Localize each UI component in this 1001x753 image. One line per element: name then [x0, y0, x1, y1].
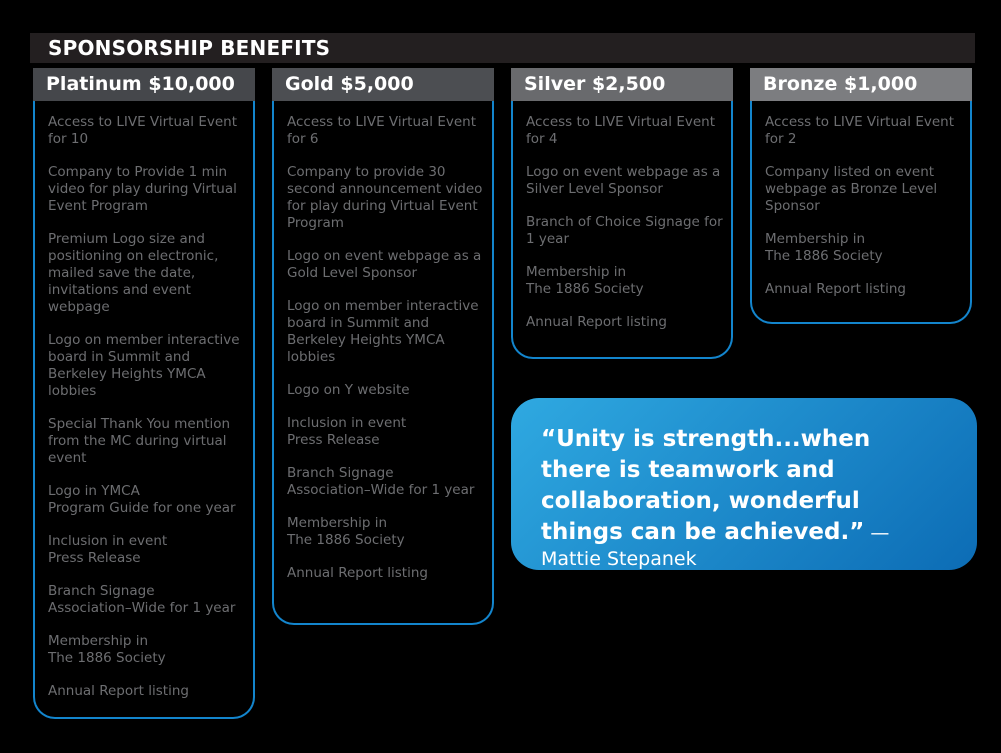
benefit-item: Annual Report listing [765, 281, 906, 297]
benefit-item: Logo on event webpage as a Silver Level … [526, 164, 721, 197]
benefit-item: Company to Provide 1 min video for play … [48, 164, 237, 214]
tier-benefits-list: Access to LIVE Virtual Event for 6 Compan… [272, 101, 494, 625]
quote-attribution: —Mattie Stepanek [541, 522, 890, 570]
benefit-item: Logo on event webpage as a Gold Level Sp… [287, 248, 482, 281]
benefit-item: Logo in YMCA Program Guide for one year [48, 483, 236, 516]
benefit-item: Company listed on event webpage as Bronz… [765, 164, 938, 214]
benefit-item: Access to LIVE Virtual Event for 10 [48, 114, 237, 147]
tier-column: Platinum $10,000 Access to LIVE Virtual … [33, 68, 255, 719]
tier-column: Gold $5,000 Access to LIVE Virtual Event… [272, 68, 494, 625]
benefit-item: Access to LIVE Virtual Event for 4 [526, 114, 715, 147]
benefit-item: Membership in The 1886 Society [287, 515, 405, 548]
quote-text: “Unity is strength...when there is teamw… [541, 426, 871, 545]
benefit-item: Membership in The 1886 Society [765, 231, 883, 264]
benefit-item: Logo on Y website [287, 382, 410, 398]
tier-benefits-list: Access to LIVE Virtual Event for 4 Logo o… [511, 101, 733, 359]
benefit-item: Branch of Choice Signage for 1 year [526, 214, 723, 247]
benefit-item: Inclusion in event Press Release [48, 533, 168, 566]
benefit-item: Special Thank You mention from the MC du… [48, 416, 231, 466]
benefit-item: Premium Logo size and positioning on ele… [48, 231, 219, 315]
benefit-item: Access to LIVE Virtual Event for 2 [765, 114, 954, 147]
benefit-item: Annual Report listing [287, 565, 428, 581]
tier-column: Bronze $1,000 Access to LIVE Virtual Eve… [750, 68, 972, 324]
benefit-item: Inclusion in event Press Release [287, 415, 407, 448]
tier-header-bronze: Bronze $1,000 [750, 68, 972, 101]
tier-header-silver: Silver $2,500 [511, 68, 733, 101]
benefit-item: Membership in The 1886 Society [48, 633, 166, 666]
benefit-item: Logo on member interactive board in Summ… [48, 332, 240, 399]
tier-header-platinum: Platinum $10,000 [33, 68, 255, 101]
benefit-item: Access to LIVE Virtual Event for 6 [287, 114, 476, 147]
quote-box: “Unity is strength...when there is teamw… [511, 398, 977, 570]
benefit-item: Branch Signage Association–Wide for 1 ye… [48, 583, 236, 616]
benefit-item: Membership in The 1886 Society [526, 264, 644, 297]
benefit-item: Branch Signage Association–Wide for 1 ye… [287, 465, 475, 498]
tier-benefits-list: Access to LIVE Virtual Event for 10 Compa… [33, 101, 255, 719]
benefit-item: Annual Report listing [48, 683, 189, 699]
tier-benefits-list: Access to LIVE Virtual Event for 2 Compan… [750, 101, 972, 324]
tier-header-gold: Gold $5,000 [272, 68, 494, 101]
tier-column: Silver $2,500 Access to LIVE Virtual Eve… [511, 68, 733, 359]
benefit-item: Company to provide 30 second announcemen… [287, 164, 483, 231]
page-title: SPONSORSHIP BENEFITS [30, 33, 975, 63]
benefit-item: Logo on member interactive board in Summ… [287, 298, 479, 365]
benefit-item: Annual Report listing [526, 314, 667, 330]
